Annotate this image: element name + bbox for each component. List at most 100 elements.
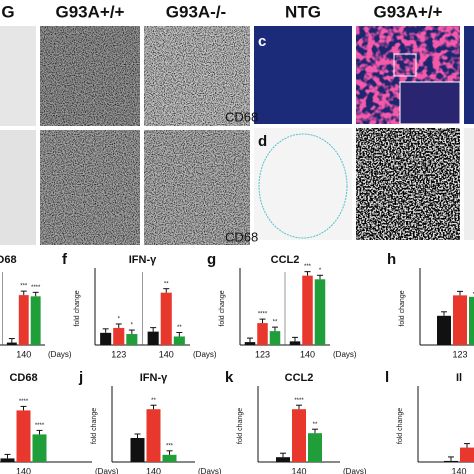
chart-title: CCL2: [285, 372, 314, 384]
x-tick-label: 123: [255, 349, 270, 359]
bar: [314, 279, 326, 345]
y-axis-label: fold change: [237, 408, 244, 444]
column-label: NTG: [285, 2, 321, 21]
bar: [437, 315, 451, 345]
column-label: G: [1, 2, 14, 21]
bar: [160, 292, 172, 345]
bar: [162, 454, 177, 462]
significance: **: [177, 325, 182, 331]
inset: [399, 81, 461, 125]
image: [464, 128, 474, 240]
significance: **: [313, 422, 318, 428]
unit-label: (Days): [193, 350, 217, 359]
bar: [100, 332, 112, 345]
image: [144, 130, 250, 245]
unit-label: (Days): [198, 467, 222, 474]
y-axis-label: fold change: [74, 290, 81, 326]
bar: [276, 457, 290, 462]
x-tick-label: 123: [111, 349, 126, 359]
bar: [30, 296, 41, 345]
image: [464, 26, 474, 124]
column-label: G93A-/-: [166, 2, 226, 21]
panel-letter: h: [387, 251, 396, 268]
significance: ****: [258, 312, 268, 318]
panel-letter: l: [385, 369, 389, 386]
significance: ****: [19, 399, 29, 405]
significance: **: [151, 398, 156, 404]
bar: [453, 295, 467, 345]
panel-letter: k: [225, 369, 234, 386]
significance: ****: [294, 398, 304, 404]
outline: [258, 133, 348, 239]
bar: [269, 331, 281, 345]
bar: [147, 331, 159, 345]
image-label: CD68: [225, 109, 258, 124]
bar: [0, 458, 15, 462]
bar: [444, 460, 458, 462]
chart-title: CD68: [0, 254, 17, 266]
chart-title: IFN-γ: [129, 254, 157, 266]
image: [0, 26, 36, 126]
panel-letter: f: [62, 251, 68, 268]
image: [40, 130, 140, 245]
chart-title: IFN-γ: [140, 372, 168, 384]
significance: ****: [31, 285, 41, 291]
y-axis-label: fold change: [219, 290, 226, 326]
bar: [257, 323, 268, 345]
bar: [308, 433, 322, 462]
x-tick-label: 140: [159, 349, 174, 359]
bar: [292, 409, 306, 462]
bar: [146, 409, 161, 462]
chart-title: Il: [456, 372, 462, 384]
panel-letter: d: [258, 133, 267, 150]
x-tick-label: 140: [451, 466, 466, 474]
image: [0, 130, 36, 245]
column-label: G93A+/+: [56, 2, 125, 21]
y-axis-label: fold change: [399, 290, 406, 326]
image: [144, 26, 250, 126]
significance: *: [319, 268, 322, 274]
bar: [126, 334, 138, 345]
x-tick-label: 140: [300, 349, 315, 359]
bar: [18, 295, 29, 345]
bar: [113, 327, 125, 345]
x-tick-label: 140: [291, 466, 306, 474]
bar: [244, 342, 256, 345]
unit-label: (Days): [48, 350, 72, 359]
inset-box: [393, 53, 417, 77]
header: G G93A+/+ G93A-/- NTG G93A+/+: [1, 2, 442, 21]
x-tick-label: 140: [146, 466, 161, 474]
bar: [460, 447, 474, 462]
unit-label: (Days): [333, 350, 357, 359]
bar: [6, 342, 17, 345]
column-label: G93A+/+: [374, 2, 443, 21]
significance: ***: [20, 284, 28, 290]
image: [254, 128, 352, 240]
chart-title: CD68: [9, 372, 37, 384]
significance: ***: [304, 264, 312, 270]
significance: **: [164, 281, 169, 287]
image: [254, 26, 352, 124]
y-axis-label: fold change: [91, 408, 98, 444]
image: [356, 128, 460, 240]
bar: [289, 341, 301, 345]
significance: ***: [166, 443, 174, 449]
bar: [469, 296, 474, 345]
bar: [130, 438, 145, 462]
bar: [16, 410, 31, 462]
x-tick-label: 140: [16, 466, 31, 474]
unit-label: (Days): [343, 467, 367, 474]
chart-title: CCL2: [271, 254, 300, 266]
image: [40, 26, 140, 126]
image-label: CD68: [225, 229, 258, 244]
panel-letter: j: [78, 369, 83, 386]
bar: [302, 275, 313, 345]
micrographs: CD68 CD68 c d: [0, 26, 474, 245]
significance: **: [273, 320, 278, 326]
bar: [32, 434, 47, 462]
y-axis-label: fold change: [397, 408, 404, 444]
unit-label: (Days): [95, 467, 119, 474]
x-tick-label: 140: [16, 349, 31, 359]
x-tick-label: 123: [452, 349, 467, 359]
